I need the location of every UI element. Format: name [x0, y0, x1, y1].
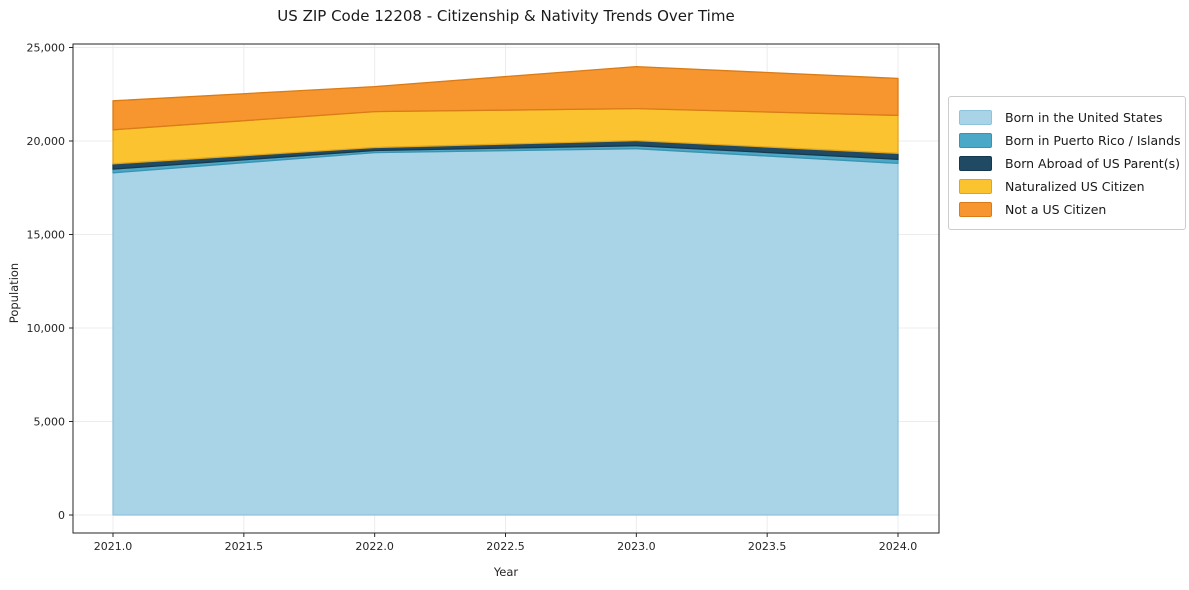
legend-swatch — [959, 202, 992, 217]
y-tick-label: 10,000 — [27, 322, 66, 335]
legend-item-label: Born in Puerto Rico / Islands — [1005, 133, 1181, 148]
x-tick-label: 2021.5 — [225, 540, 264, 553]
area-series — [112, 148, 899, 516]
legend: Born in the United States Born in Puerto … — [948, 96, 1186, 230]
y-tick-label: 5,000 — [34, 415, 66, 428]
legend-item: Born Abroad of US Parent(s) — [959, 152, 1180, 175]
legend-item: Not a US Citizen — [959, 198, 1175, 221]
legend-swatch — [959, 179, 992, 194]
legend-item: Born in the United States — [959, 106, 1175, 129]
legend-swatch — [959, 110, 992, 125]
y-tick-label: 25,000 — [27, 41, 66, 54]
x-tick-label: 2022.0 — [355, 540, 394, 553]
legend-swatch — [959, 156, 992, 171]
legend-item-label: Born Abroad of US Parent(s) — [1005, 156, 1180, 171]
legend-swatch — [959, 133, 992, 148]
legend-item-label: Naturalized US Citizen — [1005, 179, 1145, 194]
area-series — [112, 65, 899, 131]
legend-item-label: Born in the United States — [1005, 110, 1163, 125]
y-axis-label: Population — [7, 262, 21, 324]
x-tick-label: 2023.5 — [748, 540, 787, 553]
y-tick-label: 0 — [58, 509, 65, 522]
x-tick-label: 2024.0 — [879, 540, 918, 553]
x-tick-label: 2021.0 — [94, 540, 133, 553]
x-tick-label: 2022.5 — [486, 540, 525, 553]
legend-item: Born in Puerto Rico / Islands — [959, 129, 1181, 152]
y-tick-label: 20,000 — [27, 135, 66, 148]
legend-item-label: Not a US Citizen — [1005, 202, 1107, 217]
legend-item: Naturalized US Citizen — [959, 175, 1175, 198]
x-axis-label: Year — [493, 565, 519, 579]
y-tick-label: 15,000 — [27, 228, 66, 241]
chart-title: US ZIP Code 12208 - Citizenship & Nativi… — [277, 7, 735, 25]
x-tick-label: 2023.0 — [617, 540, 656, 553]
